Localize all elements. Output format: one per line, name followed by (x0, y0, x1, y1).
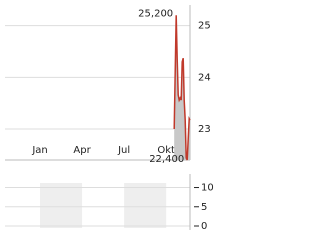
y-tick-label: 0 (201, 221, 207, 232)
price-line (173, 15, 191, 161)
y-tick-label: 25 (198, 21, 211, 32)
x-tick-label: Jan (31, 145, 47, 156)
annotation: 25,200 (138, 8, 173, 19)
x-tick-label: Apr (73, 145, 91, 156)
chart: 23 24 25 Jan Apr Jul Okt 25,200 22,400 0 5 10 (5, 5, 214, 232)
x-tick-label: Jul (117, 145, 130, 156)
y-tick-label: 5 (201, 202, 207, 213)
shade-band (124, 183, 167, 228)
y-tick-label: 24 (198, 72, 211, 83)
x-tick-label: Okt (157, 145, 175, 156)
shade-band (40, 183, 83, 228)
y-tick-label: 10 (201, 183, 214, 194)
annotation: 22,400 (149, 154, 184, 165)
y-tick-label: 23 (198, 124, 211, 135)
